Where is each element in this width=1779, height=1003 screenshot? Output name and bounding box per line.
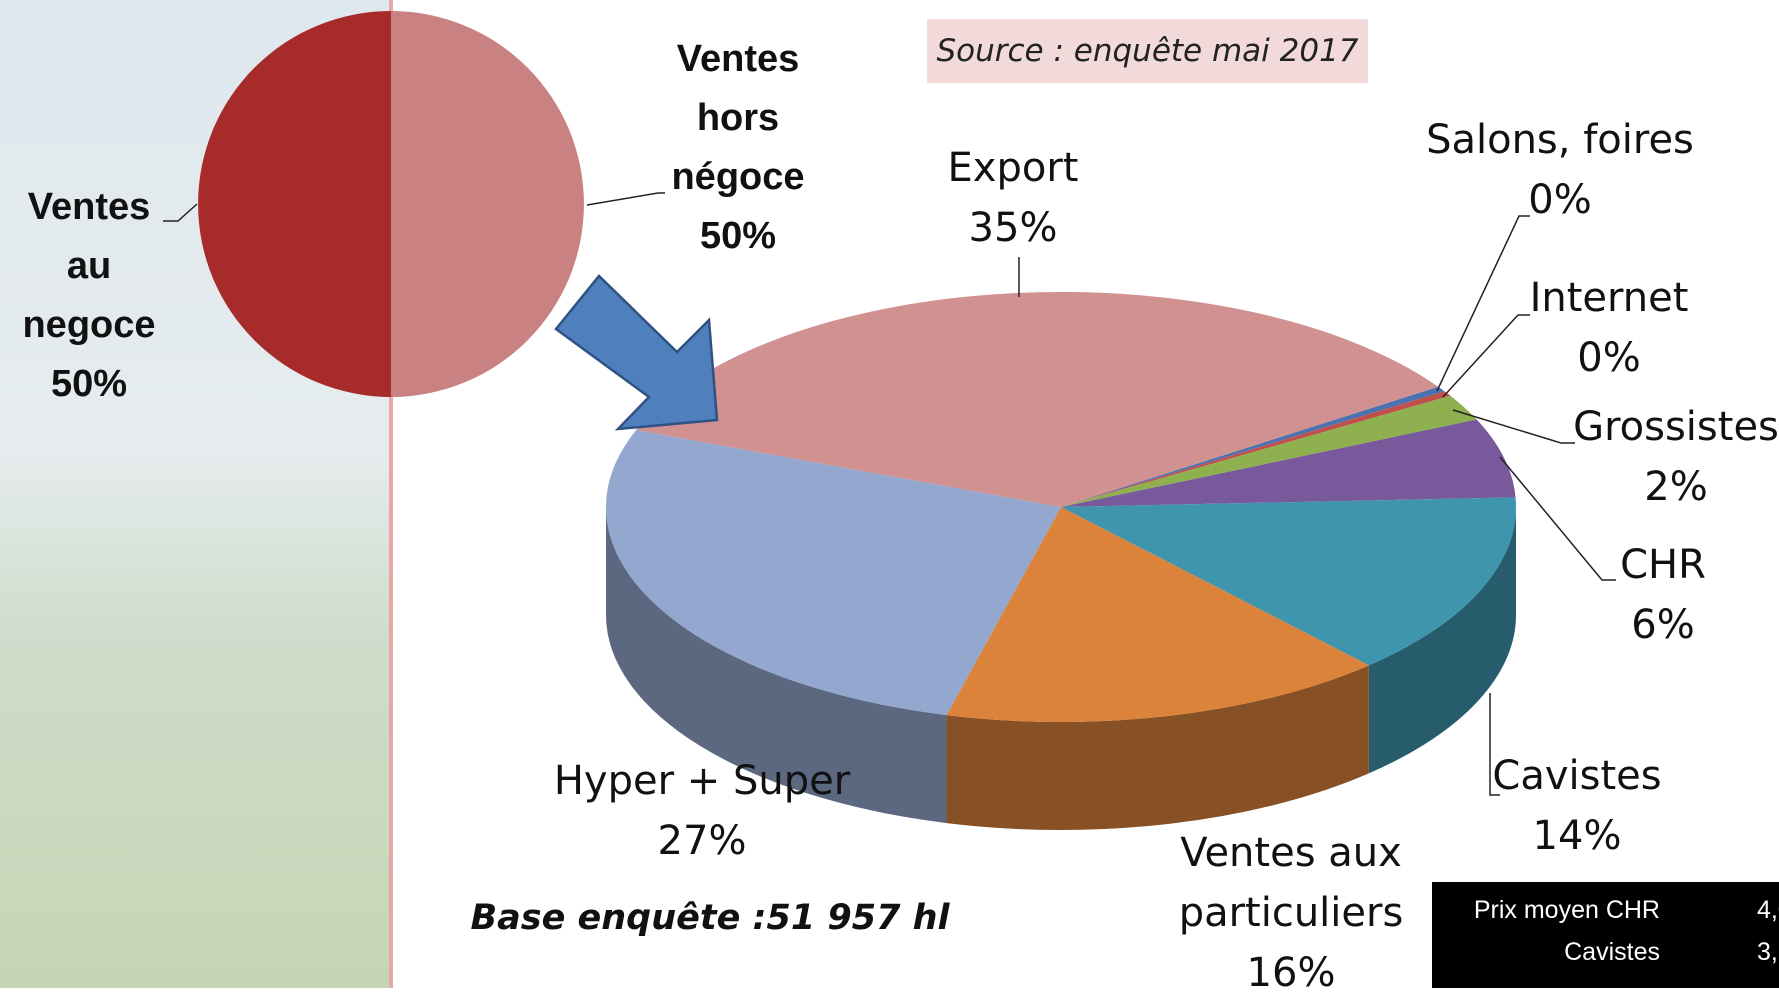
category-label: Ventes aux particuliers xyxy=(1171,823,1411,943)
value-label: 0% xyxy=(1410,170,1710,230)
value-label: 50% xyxy=(4,355,174,414)
cell: Cavistes xyxy=(1564,938,1660,967)
value-label: 35% xyxy=(893,198,1133,258)
table-row: Prix moyen CHR 4,0 xyxy=(1432,896,1779,936)
category-label: Cavistes xyxy=(1467,746,1687,806)
pie-slice xyxy=(391,11,584,397)
value-label: 6% xyxy=(1563,595,1763,655)
base-note: Base enquête :51 957 hl xyxy=(460,898,960,938)
category-label: Export xyxy=(893,138,1133,198)
category-label: Grossistes xyxy=(1561,397,1779,457)
category-label: Hyper + Super xyxy=(542,751,862,811)
slide: Source : enquête mai 2017 Base enquête :… xyxy=(0,0,1779,988)
cell: Prix moyen CHR xyxy=(1474,896,1660,925)
main-pie xyxy=(606,292,1516,830)
value-label: 0% xyxy=(1479,328,1739,388)
value-label: 14% xyxy=(1467,806,1687,866)
source-note: Source : enquête mai 2017 xyxy=(927,19,1368,83)
category-label: CHR xyxy=(1563,535,1763,595)
value-label: 50% xyxy=(653,207,823,266)
cell: 4,0 xyxy=(1757,896,1779,925)
arrow xyxy=(556,276,717,429)
table-row: Cavistes 3,9 xyxy=(1432,938,1779,978)
value-label: 27% xyxy=(542,811,862,871)
value-label: 2% xyxy=(1561,457,1779,517)
category-label: Ventes hors négoce xyxy=(653,30,823,207)
category-label: Salons, foires xyxy=(1410,110,1710,170)
category-label: Internet xyxy=(1479,268,1739,328)
cell: 3,9 xyxy=(1757,938,1779,967)
value-label: 16% xyxy=(1171,943,1411,1003)
small-pie xyxy=(198,11,584,397)
price-table: Prix moyen CHR 4,0 Cavistes 3,9 xyxy=(1432,882,1779,988)
category-label: Ventes au negoce xyxy=(4,178,174,355)
